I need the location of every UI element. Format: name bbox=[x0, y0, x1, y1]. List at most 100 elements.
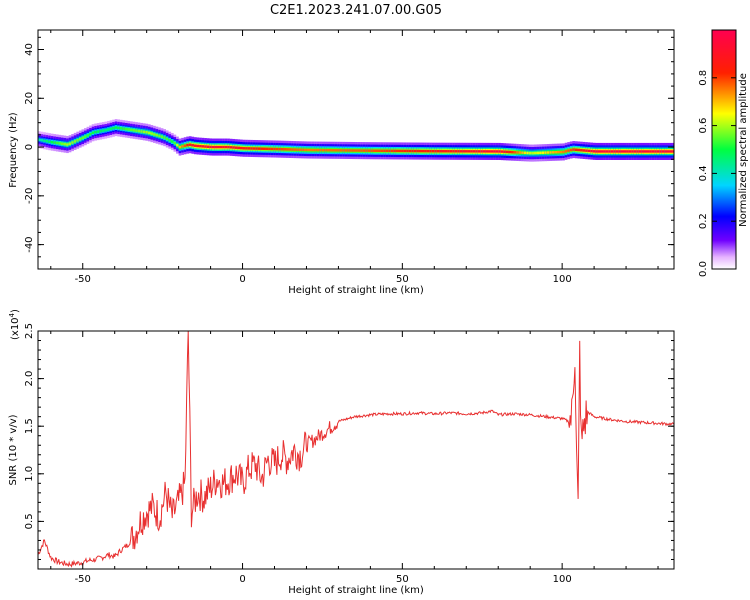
heatmap-cell bbox=[493, 150, 496, 153]
heatmap-cell bbox=[112, 126, 115, 130]
heatmap-cell bbox=[362, 149, 366, 152]
heatmap-cell bbox=[523, 151, 527, 155]
heatmap-y-ticks: 40 20 0 -20 -40 bbox=[24, 36, 674, 270]
heatmap-cell bbox=[654, 150, 657, 153]
heatmap-cell bbox=[263, 147, 266, 150]
heatmap-cell bbox=[638, 150, 642, 153]
heatmap-cell bbox=[567, 149, 570, 152]
heatmap-cell bbox=[401, 149, 404, 153]
heatmap-cell bbox=[508, 150, 512, 154]
heatmap-cell bbox=[301, 148, 305, 152]
heatmap-cell bbox=[531, 151, 535, 155]
heatmap-cell bbox=[63, 142, 67, 146]
heatmap-cell bbox=[395, 149, 399, 153]
heatmap-cell bbox=[439, 150, 443, 153]
heatmap-cell bbox=[81, 136, 85, 140]
heatmap-cell bbox=[237, 146, 241, 150]
heatmap-cell bbox=[122, 127, 126, 130]
heatmap-cell bbox=[380, 149, 384, 153]
heatmap-cell bbox=[216, 145, 220, 149]
heatmap-cell bbox=[546, 151, 550, 154]
heatmap-cell bbox=[127, 128, 131, 131]
heatmap-cell bbox=[513, 151, 517, 154]
x-tick-label: 50 bbox=[396, 574, 409, 585]
heatmap-y-label: Frequency (Hz) bbox=[8, 112, 19, 188]
heatmap-cell bbox=[557, 150, 560, 154]
heatmap-cell bbox=[603, 150, 606, 153]
heatmap-cell bbox=[296, 148, 299, 151]
heatmap-cell bbox=[413, 149, 417, 153]
heatmap-cell bbox=[534, 151, 537, 155]
heatmap-cell bbox=[661, 150, 665, 153]
heatmap-cell bbox=[597, 150, 601, 153]
heatmap-cell bbox=[219, 145, 223, 149]
heatmap-cell bbox=[551, 151, 555, 154]
heatmap-cell bbox=[130, 128, 133, 132]
heatmap-cell bbox=[344, 149, 348, 152]
heatmap-cell bbox=[528, 151, 532, 155]
snr-scale-note: (x104) bbox=[8, 309, 21, 340]
heatmap-cell bbox=[600, 150, 604, 153]
heatmap-cell bbox=[347, 149, 351, 152]
heatmap-cell bbox=[503, 150, 507, 153]
heatmap-cell bbox=[498, 150, 501, 153]
colorbar-tick-label: 0.6 bbox=[698, 118, 709, 134]
heatmap-cell bbox=[291, 148, 294, 151]
heatmap-cell bbox=[260, 147, 264, 150]
heatmap-cell bbox=[158, 134, 161, 138]
heatmap-cell bbox=[176, 143, 179, 147]
heatmap-cell bbox=[66, 143, 69, 146]
heatmap-cell bbox=[186, 143, 190, 147]
heatmap-cell bbox=[160, 135, 164, 138]
heatmap-cell bbox=[309, 148, 312, 152]
heatmap-cell bbox=[539, 151, 542, 155]
heatmap-cell bbox=[257, 147, 261, 150]
colorbar-tick-label: 0.4 bbox=[698, 165, 709, 181]
heatmap-cell bbox=[610, 150, 614, 153]
heatmap-cell bbox=[283, 148, 287, 151]
snr-y-ticks: 0.5 1.0 1.5 2.0 2.5 bbox=[24, 323, 674, 570]
heatmap-cell bbox=[569, 148, 573, 152]
heatmap-cell bbox=[375, 149, 379, 152]
heatmap-cell bbox=[76, 139, 80, 142]
heatmap-cell bbox=[170, 140, 174, 143]
heatmap-cell bbox=[426, 149, 430, 153]
heatmap-cell bbox=[227, 145, 230, 149]
heatmap-cell bbox=[475, 150, 478, 153]
heatmap-cell bbox=[482, 150, 486, 153]
y-tick-label: -20 bbox=[24, 188, 35, 204]
heatmap-cell bbox=[500, 150, 504, 153]
snr-frame bbox=[37, 330, 675, 570]
heatmap-cell bbox=[505, 150, 509, 154]
heatmap-cell bbox=[554, 151, 558, 154]
heatmap-cell bbox=[429, 149, 432, 153]
snr-x-label: Height of straight line (km) bbox=[288, 585, 424, 596]
colorbar-label: Normalized spectral amplitude bbox=[738, 73, 749, 227]
heatmap-cell bbox=[239, 146, 243, 150]
heatmap-cell bbox=[431, 149, 435, 153]
heatmap-cell bbox=[229, 146, 233, 149]
heatmap-cell bbox=[411, 149, 415, 153]
heatmap-cell bbox=[511, 150, 514, 154]
heatmap-cell bbox=[357, 149, 361, 152]
heatmap-cell bbox=[406, 149, 409, 153]
heatmap-cell bbox=[78, 137, 82, 141]
heatmap-cell bbox=[99, 129, 103, 133]
heatmap-cell bbox=[605, 150, 609, 153]
heatmap-cell bbox=[590, 149, 593, 153]
heatmap-cell bbox=[403, 149, 407, 153]
heatmap-cell bbox=[441, 150, 445, 153]
heatmap-cell bbox=[94, 130, 97, 134]
heatmap-cell bbox=[646, 150, 650, 153]
heatmap-cell bbox=[73, 140, 77, 143]
x-tick-label: -50 bbox=[75, 574, 91, 585]
heatmap-cell bbox=[104, 128, 108, 132]
heatmap-cell bbox=[55, 141, 59, 145]
heatmap-cell bbox=[124, 127, 128, 131]
heatmap-cell bbox=[447, 150, 450, 153]
heatmap-cell bbox=[142, 130, 146, 134]
heatmap-cell bbox=[518, 151, 522, 154]
heatmap-cell bbox=[314, 148, 317, 152]
colorbar-tick-label: 0.2 bbox=[698, 213, 709, 229]
heatmap-cell bbox=[393, 149, 397, 153]
